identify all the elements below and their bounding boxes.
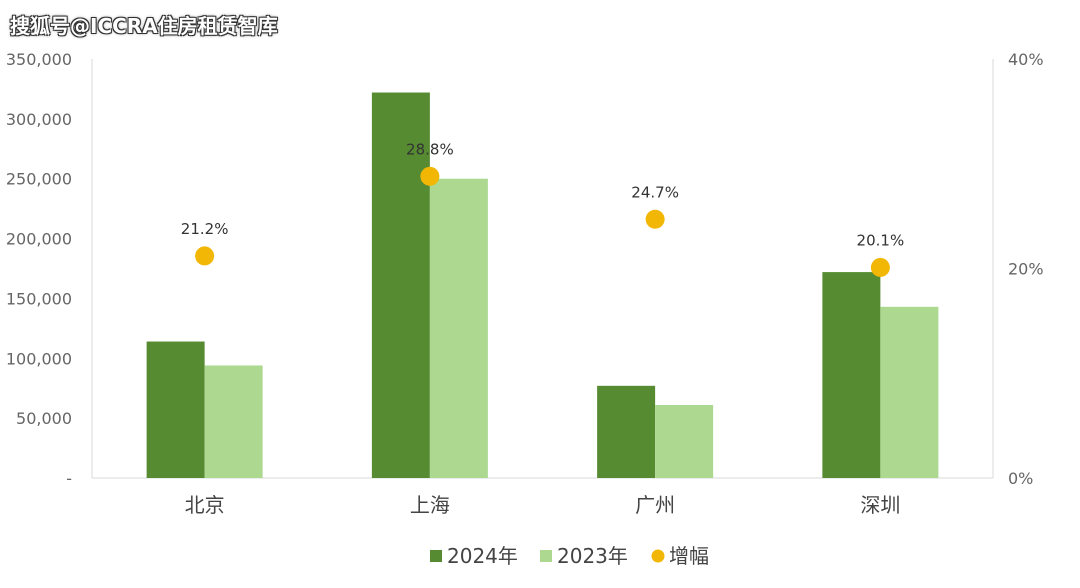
bar-series-0-0 xyxy=(146,341,205,478)
bar-series-1-3 xyxy=(880,306,939,478)
watermark: 搜狐号@ICCRA住房租赁智库 xyxy=(10,14,278,38)
x-category-label: 北京 xyxy=(185,493,225,517)
x-category-label: 上海 xyxy=(410,493,450,517)
growth-point-0 xyxy=(195,246,215,266)
y-left-tick-label: 250,000 xyxy=(6,170,72,189)
y-right-tick-label: 0% xyxy=(1008,469,1033,488)
growth-point-2 xyxy=(645,209,665,229)
legend-label: 2023年 xyxy=(557,544,628,568)
bar-series-1-1 xyxy=(429,178,488,478)
growth-point-3 xyxy=(870,257,890,277)
bar-series-0-1 xyxy=(371,92,430,479)
legend-swatch-1 xyxy=(540,550,552,562)
y-left-tick-label: 200,000 xyxy=(6,230,72,249)
growth-data-label: 20.1% xyxy=(857,231,905,249)
y-right-tick-label: 40% xyxy=(1008,50,1044,69)
legend-swatch-2 xyxy=(651,549,665,563)
growth-data-label: 28.8% xyxy=(406,140,454,158)
bar-series-1-2 xyxy=(655,404,714,478)
y-left-tick-label: 150,000 xyxy=(6,289,72,308)
legend-swatch-0 xyxy=(430,550,442,562)
growth-point-1 xyxy=(420,166,440,186)
bar-series-0-3 xyxy=(822,272,881,478)
marks: 21.2% 28.8% 24.7% 20.1% xyxy=(146,92,939,479)
y-left-tick-label: 100,000 xyxy=(6,349,72,368)
y-right-tick-label: 20% xyxy=(1008,260,1044,279)
y-left-tick-label: - xyxy=(66,469,72,488)
x-category-label: 深圳 xyxy=(860,493,900,517)
x-category-label: 广州 xyxy=(635,493,675,517)
growth-data-label: 21.2% xyxy=(181,220,229,238)
legend-label: 增幅 xyxy=(669,544,709,568)
growth-data-label: 24.7% xyxy=(631,183,679,201)
legend: 2024年 2023年 增幅 xyxy=(430,544,709,568)
legend-label: 2024年 xyxy=(447,544,518,568)
y-left-tick-label: 300,000 xyxy=(6,110,72,129)
bar-series-0-2 xyxy=(597,385,656,478)
y-left-tick-label: 50,000 xyxy=(16,409,72,428)
y-left-tick-label: 350,000 xyxy=(6,50,72,69)
bar-series-1-0 xyxy=(204,365,263,478)
